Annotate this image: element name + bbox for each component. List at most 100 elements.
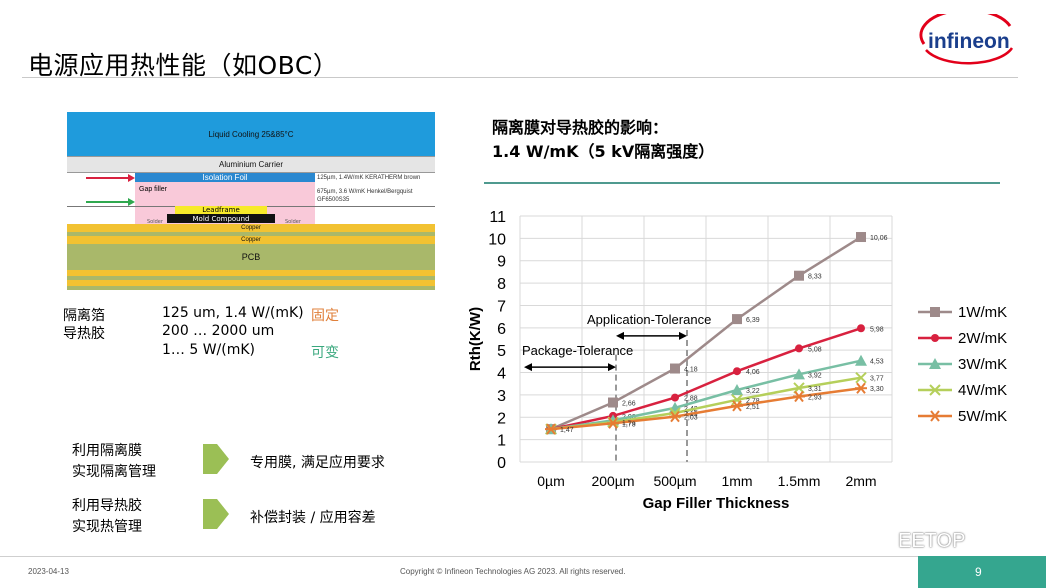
red-arrow-head (128, 174, 135, 182)
marker-stroke (855, 371, 867, 384)
marker-stroke (546, 423, 556, 435)
copper-layer-3 (67, 270, 435, 276)
series-line (550, 327, 862, 431)
arrow-head-right (608, 363, 616, 372)
data-point (732, 314, 742, 325)
data-label: 10,06 (870, 235, 888, 242)
chevron-right-icon (203, 444, 229, 474)
chevron-right-icon (203, 499, 229, 529)
legend-entry: 3W/mK (918, 356, 1007, 373)
pcb-layer: PCB (67, 244, 435, 270)
data-point (731, 400, 743, 412)
data-point (793, 390, 805, 403)
y-tick-label: 10 (488, 231, 506, 248)
package-tolerance-label: Package-Tolerance (522, 343, 633, 358)
y-tick-label: 6 (497, 321, 506, 338)
data-label: 6,39 (746, 317, 760, 324)
mold-compound-label: Mold Compound (192, 214, 250, 223)
management-label-1-line-2: 实现隔离管理 (72, 464, 156, 480)
legend-entry: 5W/mK (918, 408, 1007, 425)
stack-diagram: Liquid Cooling 25&85°C Aluminium Carrier… (67, 112, 435, 290)
copper-label-1: Copper (241, 225, 261, 231)
data-label: 1,78 (622, 420, 636, 427)
chart-title: 隔离膜对导热胶的影响： 1.4 W/mK（5 kV隔离强度） (492, 116, 714, 164)
note-filler-1: 675µm, 3.6 W/mK Henkel/Bergquist (317, 189, 413, 195)
data-label: 2,88 (684, 396, 698, 403)
marker-stroke (608, 417, 618, 429)
data-label: 5,08 (808, 346, 822, 353)
layer-pointer-arrows (86, 174, 135, 206)
y-tick-label: 0 (497, 455, 506, 472)
infineon-logo: infineon (912, 8, 1022, 66)
x-tick-label: 1mm (721, 473, 752, 489)
legend-label: 4W/mK (958, 382, 1007, 399)
management-desc-2: 补偿封装 / 应用容差 (250, 510, 376, 526)
title-divider (22, 77, 1018, 78)
y-tick-label: 3 (497, 388, 506, 405)
gel-value-1: 200 … 2000 um (162, 323, 275, 339)
foil-status: 固定 (311, 308, 339, 324)
data-point (855, 382, 867, 394)
data-point (793, 368, 805, 380)
copper-layer-4 (67, 280, 435, 286)
logo-text: infineon (928, 30, 1010, 53)
marker-stroke (732, 400, 742, 412)
legend-marker (931, 334, 939, 342)
legend-label: 3W/mK (958, 356, 1007, 373)
page-number: 9 (975, 565, 982, 579)
rth-line-chart: 0 1 2 3 4 5 6 7 8 9 10 11 0µm 200µm 500µm 1mm 1.5mm 2mm Ga… (467, 209, 1007, 512)
data-label: 1,73 (622, 421, 636, 428)
y-tick-label: 11 (489, 209, 506, 226)
aluminium-carrier-layer: Aluminium Carrier (67, 156, 435, 173)
legend-entry: 4W/mK (918, 382, 1007, 399)
management-label-2: 利用导热胶 实现热管理 (72, 496, 142, 538)
data-label: 2,93 (808, 394, 822, 401)
legend-marker (929, 410, 941, 422)
y-axis-label: Rth(K/W) (467, 307, 484, 371)
gap-filler-label: Gap filler (139, 186, 168, 193)
x-tick-label: 500µm (653, 473, 696, 489)
marker-stroke (929, 384, 941, 396)
pcb-label: PCB (241, 252, 261, 262)
marker-stroke (794, 390, 804, 403)
application-tolerance-label: Application-Tolerance (587, 312, 711, 327)
legend-marker (929, 384, 941, 396)
liquid-cooling-layer: Liquid Cooling 25&85°C (67, 112, 435, 156)
data-label: 4,18 (684, 367, 698, 374)
data-label: 5,98 (870, 326, 884, 333)
marker-stroke (670, 410, 680, 423)
pcb-strip-1 (67, 232, 435, 236)
data-label: 3,92 (808, 372, 822, 379)
series-line (550, 235, 862, 431)
management-label-1: 利用隔离膜 实现隔离管理 (72, 441, 156, 483)
pcb-strip-3 (67, 286, 435, 290)
marker-stroke (856, 382, 866, 394)
x-axis-label: Gap Filler Thickness (643, 495, 790, 512)
watermark: EETOP (898, 530, 966, 552)
copper-layer-1: Copper (67, 224, 435, 232)
page-title: 电源应用热性能（如OBC） (28, 51, 339, 80)
data-label: 3,31 (808, 386, 822, 393)
data-label: 2,03 (684, 415, 698, 422)
legend-label: 1W/mK (958, 304, 1007, 321)
x-tick-label: 200µm (591, 473, 634, 489)
y-tick-label: 4 (497, 366, 506, 383)
gel-value-2: 1… 5 W/(mK) (162, 342, 256, 358)
copper-layer-2: Copper (67, 236, 435, 244)
legend-entry: 1W/mK (918, 304, 1007, 321)
data-point (794, 270, 804, 281)
data-point (669, 410, 681, 423)
x-tick-label: 1.5mm (778, 473, 821, 489)
data-point (855, 354, 867, 366)
data-label: 4,53 (870, 359, 884, 366)
legend-marker (930, 307, 940, 317)
isolation-foil-label: Isolation Foil (202, 173, 248, 182)
aluminium-carrier-label: Aluminium Carrier (218, 160, 283, 169)
chart-title-line-2: 1.4 W/mK（5 kV隔离强度） (492, 142, 715, 161)
gel-status: 可变 (311, 345, 339, 361)
leadframe-layer: Leadframe (175, 206, 267, 214)
pcb-strip-2 (67, 276, 435, 280)
data-point (795, 344, 803, 353)
mold-compound-layer: Mold Compound (167, 214, 275, 223)
gel-label: 导热胶 (63, 326, 105, 342)
